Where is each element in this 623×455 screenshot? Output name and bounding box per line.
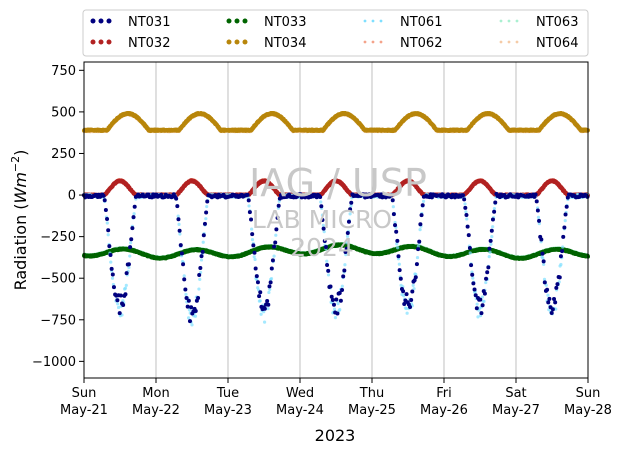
legend-marker [363, 19, 367, 23]
legend-marker [234, 18, 240, 24]
legend-marker [379, 40, 383, 44]
legend-marker [98, 18, 104, 24]
legend-label-nt031: NT031 [128, 15, 170, 30]
gridlines [155, 62, 517, 378]
legend-label-nt032: NT032 [128, 36, 170, 51]
legend-label-nt064: NT064 [536, 36, 578, 51]
legend-label-nt061: NT061 [400, 15, 442, 30]
legend-frame [82, 9, 589, 57]
legend-marker [90, 18, 96, 24]
legend-marker [371, 19, 375, 23]
legend-marker [98, 39, 104, 45]
legend-marker [242, 39, 248, 45]
legend-marker [499, 40, 503, 44]
legend-label-nt034: NT034 [264, 36, 306, 51]
legend-marker [507, 40, 511, 44]
legend-label-nt063: NT063 [536, 15, 578, 30]
legend-marker [507, 19, 511, 23]
legend-marker [515, 19, 519, 23]
plot-area: IAG / USP LAB MICRO 2024 [82, 61, 590, 379]
legend-marker [371, 40, 375, 44]
legend: NT031 NT032 NT033 NT034 NT061 NT062 NT063 NT064 [82, 9, 589, 57]
legend-marker [226, 39, 232, 45]
legend-marker [242, 18, 248, 24]
legend-marker [515, 40, 519, 44]
legend-marker [226, 18, 232, 24]
legend-marker [499, 19, 503, 23]
legend-marker [379, 19, 383, 23]
legend-marker [106, 18, 112, 24]
legend-marker [90, 39, 96, 45]
legend-label-nt062: NT062 [400, 36, 442, 51]
legend-label-nt033: NT033 [264, 15, 306, 30]
series-layer [82, 110, 590, 327]
legend-marker [106, 39, 112, 45]
legend-marker [234, 39, 240, 45]
legend-marker [363, 40, 367, 44]
